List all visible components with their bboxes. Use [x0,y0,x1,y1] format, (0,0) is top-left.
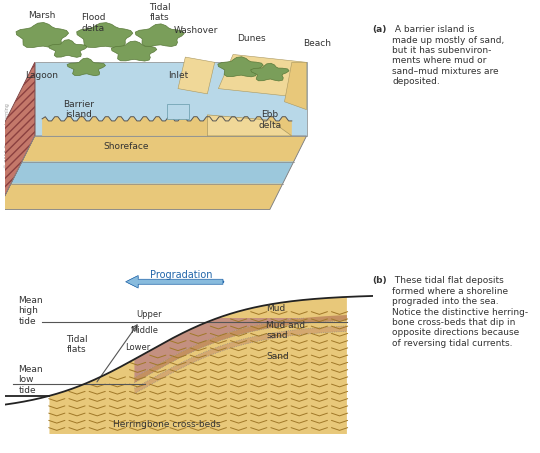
Text: (b): (b) [373,276,387,285]
Text: Barrier
island: Barrier island [63,100,94,119]
Text: Progradation: Progradation [151,270,213,280]
Text: Mean
low
tide: Mean low tide [18,365,43,395]
Text: Lagoon: Lagoon [25,71,59,80]
Text: Marsh: Marsh [29,10,56,19]
Polygon shape [42,117,292,136]
Text: Tidal
flats: Tidal flats [66,335,88,354]
Text: Mud and
sand: Mud and sand [266,321,305,340]
Text: These tidal flat deposits
formed where a shoreline
prograded into the sea.
Notic: These tidal flat deposits formed where a… [392,276,528,348]
Text: Mean
high
tide: Mean high tide [18,296,43,326]
Text: Flood
delta: Flood delta [82,13,106,33]
Polygon shape [16,23,69,48]
Text: Dunes: Dunes [237,34,266,43]
Polygon shape [0,184,282,209]
Polygon shape [50,297,347,434]
Polygon shape [218,54,307,96]
Text: Washover: Washover [174,26,219,35]
Text: Inlet: Inlet [168,71,188,80]
Text: Tidal
flats: Tidal flats [149,3,171,22]
Polygon shape [0,63,35,209]
Text: Middle: Middle [130,326,158,335]
Text: Lower: Lower [125,343,150,352]
Polygon shape [251,63,289,81]
Text: Beach: Beach [303,39,332,48]
Polygon shape [49,40,87,58]
Text: Herringbone cross-beds: Herringbone cross-beds [113,420,221,429]
Polygon shape [35,63,307,136]
Text: Sand: Sand [266,352,289,361]
Polygon shape [11,162,294,184]
Polygon shape [67,58,105,76]
Text: (a): (a) [373,25,387,34]
Polygon shape [285,63,307,110]
Polygon shape [136,24,184,47]
Text: Shoreface: Shoreface [104,142,150,151]
Polygon shape [218,57,264,77]
Text: A barrier island is
made up mostly of sand,
but it has subenviron-
ments where m: A barrier island is made up mostly of sa… [392,25,504,86]
Polygon shape [77,23,133,48]
Polygon shape [167,104,189,119]
Text: Mud: Mud [266,304,285,313]
Polygon shape [0,136,307,209]
Polygon shape [111,41,157,61]
Polygon shape [207,115,292,136]
Text: Upper: Upper [136,310,161,319]
Polygon shape [178,57,215,94]
Text: © 2013 Cengage Learning: © 2013 Cengage Learning [4,103,10,169]
Text: Ebb
delta: Ebb delta [258,111,281,130]
Polygon shape [22,136,307,162]
